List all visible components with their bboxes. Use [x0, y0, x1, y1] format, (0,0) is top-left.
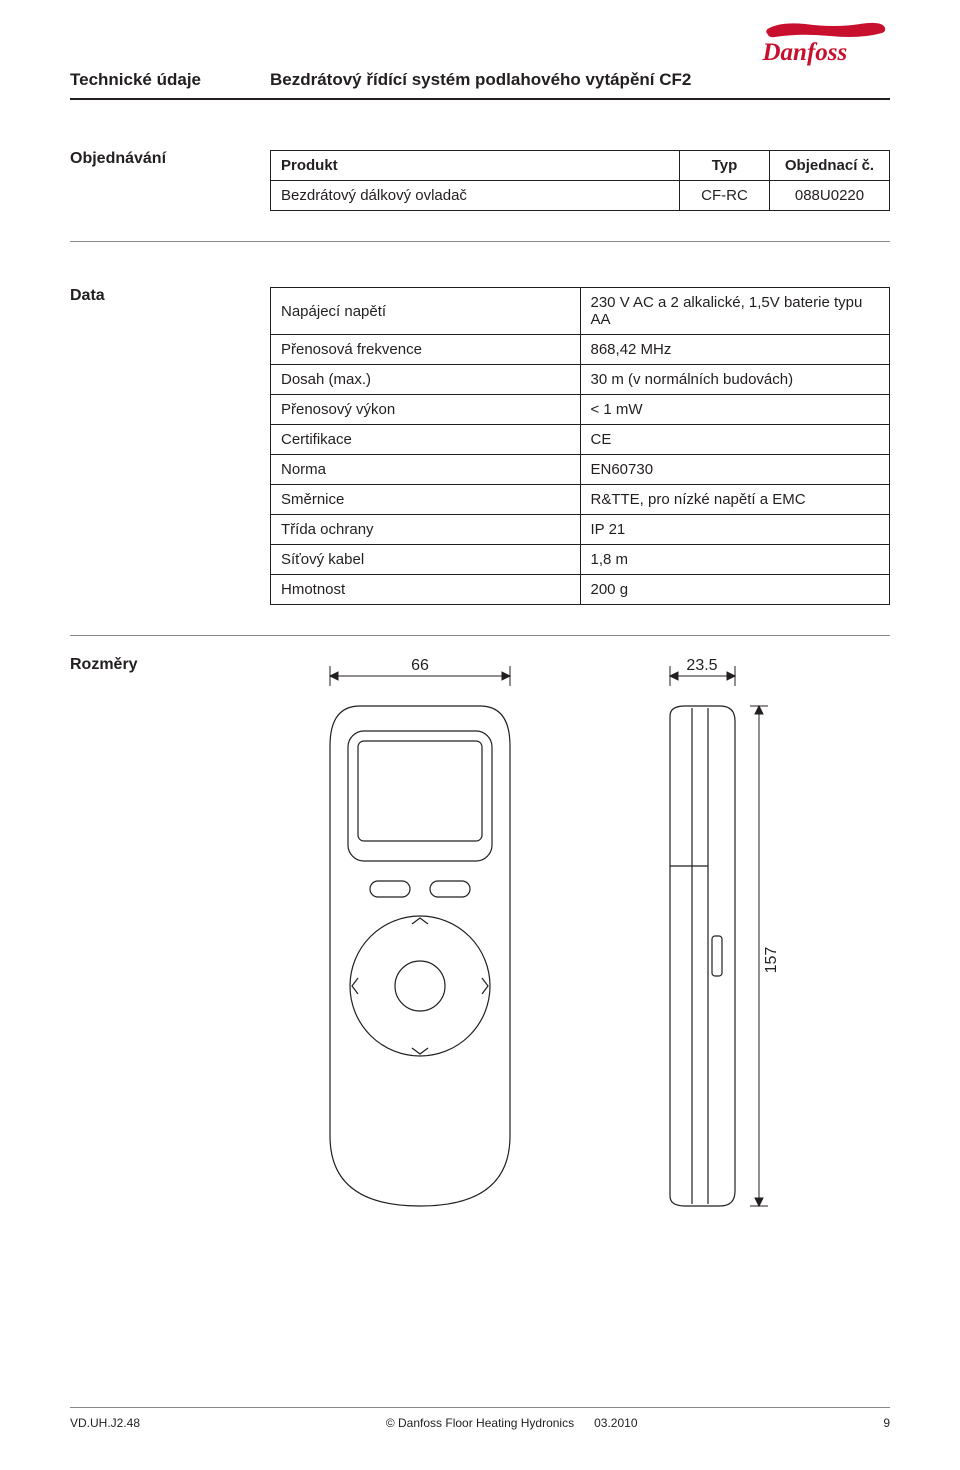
- spec-value: IP 21: [580, 515, 890, 545]
- device-front-drawing: 66: [300, 656, 540, 1220]
- cell-product: Bezdrátový dálkový ovladač: [271, 181, 680, 211]
- spec-value: R&TTE, pro nízké napětí a EMC: [580, 485, 890, 515]
- spec-name: Síťový kabel: [271, 545, 581, 575]
- table-row: CertifikaceCE: [271, 425, 890, 455]
- footer-copyright: © Danfoss Floor Heating Hydronics: [386, 1416, 574, 1430]
- table-row: Dosah (max.)30 m (v normálních budovách): [271, 365, 890, 395]
- dimensions-heading: Rozměry: [70, 656, 270, 1220]
- table-row: NormaEN60730: [271, 455, 890, 485]
- page-footer: VD.UH.J2.48 © Danfoss Floor Heating Hydr…: [70, 1407, 890, 1430]
- ordering-heading: Objednávání: [70, 150, 270, 211]
- table-header-row: Produkt Typ Objednací č.: [271, 151, 890, 181]
- spec-name: Dosah (max.): [271, 365, 581, 395]
- spec-name: Přenosový výkon: [271, 395, 581, 425]
- dimensions-block: Rozměry 66: [70, 656, 890, 1220]
- table-row: Přenosový výkon< 1 mW: [271, 395, 890, 425]
- ordering-table: Produkt Typ Objednací č. Bezdrátový dálk…: [270, 150, 890, 211]
- col-product: Produkt: [271, 151, 680, 181]
- dim-width-label: 66: [411, 657, 429, 674]
- spec-name: Hmotnost: [271, 575, 581, 605]
- spec-name: Napájecí napětí: [271, 288, 581, 335]
- cell-type: CF-RC: [680, 181, 770, 211]
- table-row: SměrniceR&TTE, pro nízké napětí a EMC: [271, 485, 890, 515]
- col-orderno: Objednací č.: [770, 151, 890, 181]
- dim-height-label: 157: [763, 947, 780, 974]
- ordering-block: Objednávání Produkt Typ Objednací č. Bez…: [70, 150, 890, 211]
- table-row: Bezdrátový dálkový ovladač CF-RC 088U022…: [271, 181, 890, 211]
- spec-value: EN60730: [580, 455, 890, 485]
- dim-depth-label: 23.5: [686, 657, 717, 674]
- data-block: Data Napájecí napětí230 V AC a 2 alkalic…: [70, 287, 890, 605]
- device-side-drawing: 23.5: [650, 656, 820, 1220]
- table-row: Síťový kabel1,8 m: [271, 545, 890, 575]
- page-header: Technické údaje Bezdrátový řídící systém…: [70, 70, 890, 100]
- footer-code: VD.UH.J2.48: [70, 1416, 140, 1430]
- spec-name: Norma: [271, 455, 581, 485]
- spec-value: 30 m (v normálních budovách): [580, 365, 890, 395]
- data-heading: Data: [70, 287, 270, 605]
- table-row: Napájecí napětí230 V AC a 2 alkalické, 1…: [271, 288, 890, 335]
- spec-value: 1,8 m: [580, 545, 890, 575]
- header-section-label: Technické údaje: [70, 70, 270, 90]
- spec-value: < 1 mW: [580, 395, 890, 425]
- svg-text:Danfoss: Danfoss: [762, 39, 848, 66]
- spec-value: 230 V AC a 2 alkalické, 1,5V baterie typ…: [580, 288, 890, 335]
- brand-logo: Danfoss: [760, 18, 890, 74]
- table-row: Přenosová frekvence868,42 MHz: [271, 335, 890, 365]
- spec-name: Certifikace: [271, 425, 581, 455]
- table-row: Hmotnost200 g: [271, 575, 890, 605]
- table-row: Třída ochranyIP 21: [271, 515, 890, 545]
- spec-value: CE: [580, 425, 890, 455]
- cell-orderno: 088U0220: [770, 181, 890, 211]
- separator: [70, 241, 890, 242]
- spec-name: Přenosová frekvence: [271, 335, 581, 365]
- col-type: Typ: [680, 151, 770, 181]
- footer-page: 9: [883, 1416, 890, 1430]
- footer-date: 03.2010: [594, 1416, 637, 1430]
- spec-name: Třída ochrany: [271, 515, 581, 545]
- spec-name: Směrnice: [271, 485, 581, 515]
- data-table: Napájecí napětí230 V AC a 2 alkalické, 1…: [270, 287, 890, 605]
- page-title: Bezdrátový řídící systém podlahového vyt…: [270, 70, 691, 90]
- separator: [70, 635, 890, 636]
- spec-value: 868,42 MHz: [580, 335, 890, 365]
- spec-value: 200 g: [580, 575, 890, 605]
